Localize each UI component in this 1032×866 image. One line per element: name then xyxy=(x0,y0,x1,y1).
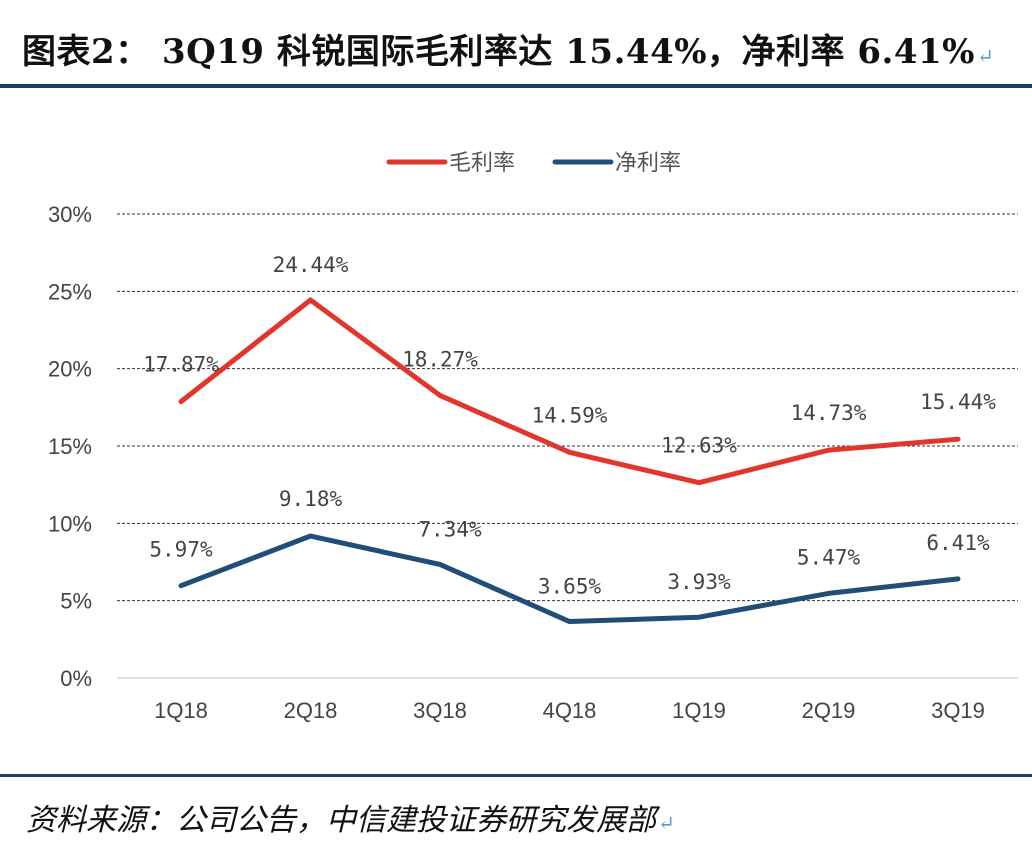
return-mark-icon: ↵ xyxy=(658,811,675,835)
series-lines xyxy=(178,297,961,625)
x-tick-label: 4Q18 xyxy=(543,698,597,723)
chart-title: 图表2： 3Q19 科锐国际毛利率达 15.44%，净利率 6.41% ↵ xyxy=(22,24,994,73)
data-label: 3.93% xyxy=(667,570,731,594)
y-tick-label: 0% xyxy=(60,666,92,691)
line-chart: 0% 5% 10% 15% 20% 25% 30% 1Q18 2Q18 3Q18 4Q18 1Q19… xyxy=(48,151,1018,723)
data-label: 5.47% xyxy=(797,545,861,569)
y-tick-label: 30% xyxy=(48,202,92,227)
legend-label: 净利率 xyxy=(615,151,681,176)
series-line-2 xyxy=(178,533,961,625)
data-label: 14.59% xyxy=(532,403,608,427)
data-label: 9.18% xyxy=(279,487,343,511)
chart-title-text: 图表2： 3Q19 科锐国际毛利率达 15.44%，净利率 6.41% xyxy=(22,32,975,72)
y-axis: 0% 5% 10% 15% 20% 25% 30% xyxy=(48,202,92,691)
data-label: 7.34% xyxy=(418,517,482,541)
data-label: 3.65% xyxy=(538,575,602,599)
data-labels: 17.87% 24.44% 18.27% 14.59% 12.63% 14.73% 15.4… xyxy=(143,253,996,599)
series-line-1 xyxy=(178,297,961,486)
footer-divider xyxy=(0,774,1032,777)
title-divider xyxy=(0,84,1032,88)
y-tick-label: 15% xyxy=(48,434,92,459)
y-tick-label: 20% xyxy=(48,357,92,382)
legend-label: 毛利率 xyxy=(449,151,515,176)
source-note: 资料来源：公司公告，中信建投证券研究发展部 ↵ xyxy=(26,795,675,839)
x-tick-label: 2Q19 xyxy=(802,698,856,723)
data-label: 17.87% xyxy=(143,353,219,377)
x-tick-label: 3Q19 xyxy=(931,698,985,723)
x-tick-label: 2Q18 xyxy=(284,698,338,723)
x-tick-label: 3Q18 xyxy=(413,698,467,723)
x-tick-label: 1Q19 xyxy=(672,698,726,723)
y-tick-label: 25% xyxy=(48,279,92,304)
data-label: 12.63% xyxy=(661,434,737,458)
data-label: 5.97% xyxy=(149,538,213,562)
data-label: 18.27% xyxy=(402,347,478,371)
data-label: 24.44% xyxy=(273,253,349,277)
data-label: 15.44% xyxy=(920,390,996,414)
source-text: 资料来源：公司公告，中信建投证券研究发展部 xyxy=(26,803,656,838)
y-tick-label: 5% xyxy=(60,589,92,614)
x-axis: 1Q18 2Q18 3Q18 4Q18 1Q19 2Q19 3Q19 xyxy=(154,698,985,723)
x-tick-label: 1Q18 xyxy=(154,698,208,723)
data-label: 6.41% xyxy=(926,531,990,555)
return-mark-icon: ↵ xyxy=(976,44,995,68)
grid-lines xyxy=(117,213,1018,679)
data-label: 14.73% xyxy=(791,401,867,425)
y-tick-label: 10% xyxy=(48,511,92,536)
legend: 毛利率 净利率 xyxy=(386,151,681,176)
